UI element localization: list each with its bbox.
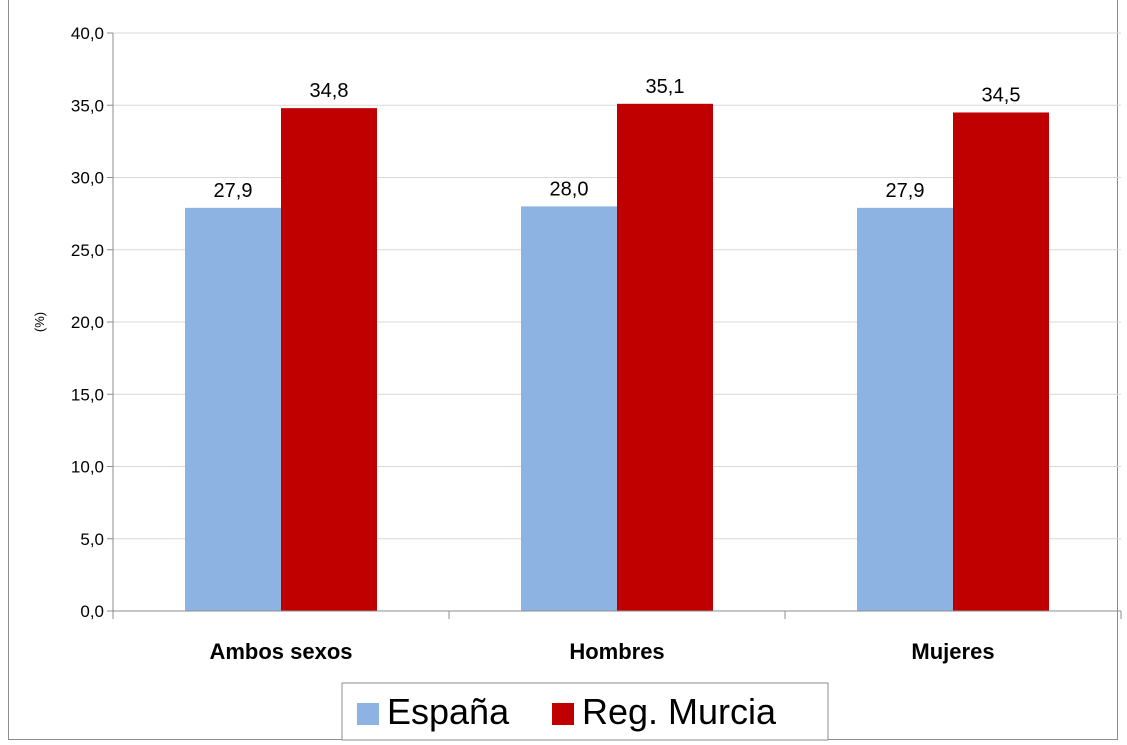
- data-label: 34,5: [982, 84, 1021, 106]
- x-tick-label: Mujeres: [911, 639, 994, 664]
- y-tick-label: 25,0: [71, 241, 104, 260]
- y-tick-label: 5,0: [80, 530, 104, 549]
- legend-box: [341, 682, 829, 741]
- y-tick-label: 35,0: [71, 96, 104, 115]
- y-tick-label: 0,0: [80, 602, 104, 621]
- legend-swatch: [552, 703, 574, 725]
- bar: [617, 103, 713, 612]
- legend-label: España: [387, 691, 510, 732]
- data-label: 35,1: [646, 76, 685, 98]
- legend: España Reg. Murcia: [341, 682, 829, 741]
- bar: [281, 108, 377, 611]
- x-tick-label: Ambos sexos: [209, 639, 352, 664]
- x-tick-label: Hombres: [569, 639, 664, 664]
- data-label: 27,9: [886, 180, 925, 202]
- bar: [953, 112, 1049, 611]
- y-axis-label: (%): [32, 312, 47, 332]
- data-label: 27,9: [214, 180, 253, 202]
- y-tick-label: 10,0: [71, 458, 104, 477]
- bar: [521, 206, 617, 611]
- y-tick-label: 40,0: [71, 24, 104, 43]
- y-tick-label: 20,0: [71, 313, 104, 332]
- y-tick-label: 15,0: [71, 385, 104, 404]
- data-label: 34,8: [310, 80, 349, 102]
- legend-label: Reg. Murcia: [582, 691, 777, 732]
- y-tick-label: 30,0: [71, 169, 104, 188]
- bar: [185, 207, 281, 611]
- data-labels: 27,9 34,8 28,0 35,1 27,9 34,5: [214, 76, 1021, 202]
- bars: [185, 103, 1049, 612]
- axes: 0,0 5,0 10,0 15,0 20,0 25,0 30,0 35,0 40,0 (%) Amb…: [32, 24, 1122, 664]
- legend-swatch: [357, 703, 379, 725]
- bar: [857, 207, 953, 611]
- data-label: 28,0: [550, 178, 589, 200]
